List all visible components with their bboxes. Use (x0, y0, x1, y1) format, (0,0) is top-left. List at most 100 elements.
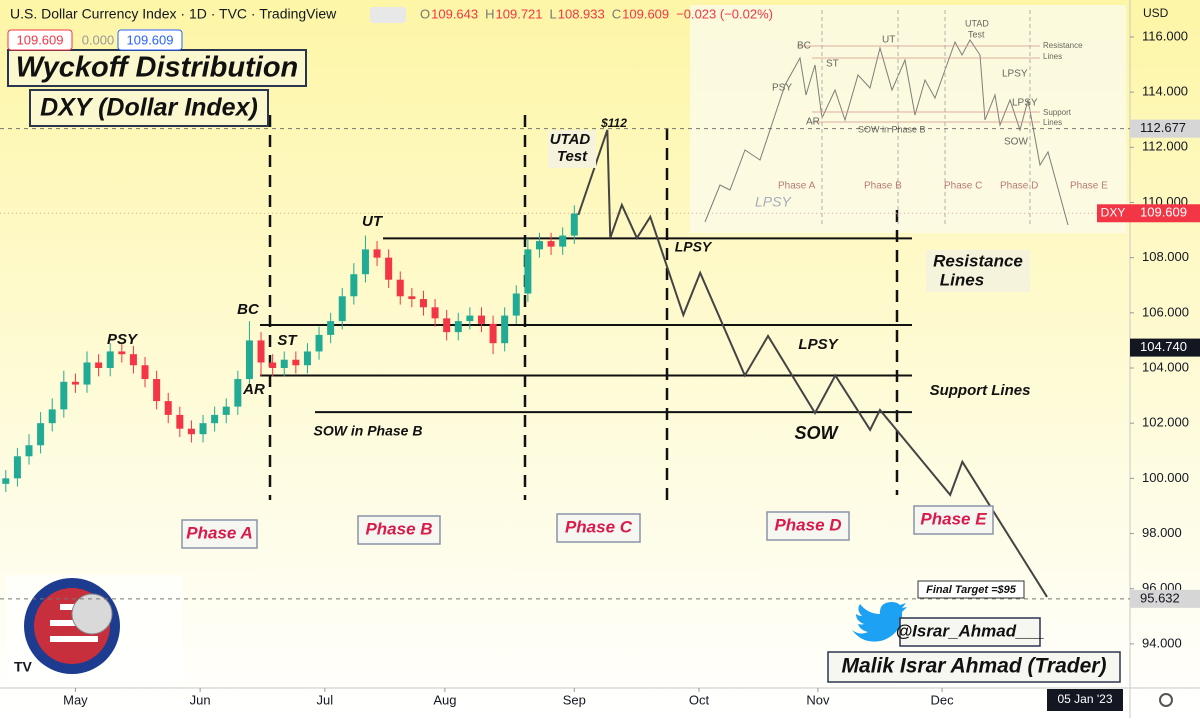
inset-label: Phase A (778, 181, 816, 192)
handle-box (899, 617, 1041, 647)
inset-label: SOW (1004, 137, 1028, 148)
candle-body (164, 401, 172, 415)
candle-body (2, 478, 10, 484)
y-tick-label: 102.000 (1142, 415, 1189, 430)
inset-label: Test (968, 29, 985, 39)
phase-separators (268, 115, 899, 500)
phase-label: Phase C (565, 517, 633, 536)
candle-body (48, 409, 56, 424)
resistance-box (926, 250, 1030, 292)
y-tick-label: 104.000 (1142, 359, 1189, 374)
date-tag: 05 Jan '23 (1057, 692, 1112, 706)
candle-body (315, 334, 323, 352)
annotation: LPSY (675, 239, 713, 255)
indicator-badge (370, 7, 406, 23)
inset-label: Lines (1043, 52, 1062, 61)
quote-value: 0.000 (82, 32, 115, 47)
quote-value: 109.609 (127, 32, 174, 47)
candle-body (524, 249, 532, 294)
inset-label: Phase C (944, 181, 982, 192)
phase-box (766, 511, 850, 541)
candle-body (373, 249, 381, 258)
ohlc-value: 109.609 (622, 6, 669, 21)
inset-label: Phase E (1070, 181, 1108, 192)
inset-label: Phase B (864, 181, 902, 192)
candle-body (234, 379, 242, 407)
annotation: Lines (940, 270, 984, 289)
y-tick-label: 116.000 (1142, 28, 1188, 43)
candle-body (222, 406, 230, 415)
ohlc-letter: C (612, 6, 621, 21)
inset-label: Phase D (1000, 181, 1038, 192)
candle-body (257, 340, 265, 363)
annotation: Support Lines (930, 382, 1031, 399)
price-tag: 109.609 (1140, 205, 1187, 220)
utad-box (548, 130, 596, 168)
inset-label: LPSY (1012, 98, 1038, 109)
logo-coin (71, 593, 113, 635)
candle-body (361, 249, 369, 275)
candle-body (350, 274, 358, 297)
chart-subtitle: DXY (Dollar Index) (40, 94, 258, 122)
x-tick-label: Aug (433, 692, 456, 707)
candle-body (477, 315, 485, 324)
candle-body (466, 315, 474, 322)
candle-body (431, 307, 439, 319)
candle-body (129, 354, 137, 366)
x-tick-label: Oct (689, 692, 710, 707)
inset-label: LPSY (755, 194, 792, 210)
inset-label: PSY (772, 83, 792, 94)
annotation: AR (242, 381, 265, 398)
inset-label: UTAD (965, 18, 989, 28)
x-tick-label: Sep (563, 692, 586, 707)
annotation: Test (557, 148, 588, 165)
candle-body (443, 318, 451, 333)
candle-body (118, 351, 126, 355)
phase-box (357, 515, 441, 545)
annotation: SOW (795, 423, 840, 443)
inset-label: Support (1043, 108, 1072, 117)
logo-tv: TV (14, 659, 33, 675)
phase-box (913, 505, 994, 535)
inset-path (704, 39, 1069, 226)
date-tag-bg (1047, 689, 1123, 711)
y-tick-label: 112.000 (1142, 139, 1188, 154)
candle-body (60, 381, 68, 410)
x-tick-label: May (63, 692, 88, 707)
price-tag-bg (1130, 589, 1200, 608)
author-box (827, 651, 1121, 683)
inset-panel (690, 5, 1126, 233)
annotation: LPSY (798, 336, 839, 353)
inset-label: Lines (1043, 118, 1062, 127)
candle-body (25, 445, 33, 457)
candle-body (199, 423, 207, 435)
price-tag-bg (1130, 338, 1200, 357)
x-tick-label: Dec (930, 692, 954, 707)
target-box (917, 580, 1025, 599)
annotation: UTAD (550, 131, 591, 148)
candle-body (83, 362, 91, 385)
candle-body (512, 293, 520, 316)
handle: @Israr_Ahmad___ (896, 621, 1045, 640)
inset-label: LPSY (1002, 69, 1028, 80)
candle-body (280, 359, 288, 368)
final-target: Final Target =$95 (926, 584, 1017, 596)
settings-icon[interactable] (1159, 693, 1173, 707)
candle-body (211, 414, 219, 424)
annotation: UT (362, 213, 384, 230)
candle-body (37, 423, 45, 446)
ohlc-letter: H (485, 6, 494, 21)
y-tick-label: 100.000 (1142, 470, 1189, 485)
ohlc-letter: O (420, 6, 430, 21)
inset-label: BC (797, 41, 811, 52)
annotation: PSY (107, 331, 139, 348)
price-tag: 112.677 (1140, 120, 1186, 135)
y-unit: USD (1143, 6, 1169, 20)
candle-body (559, 235, 567, 247)
candle-body (141, 365, 149, 380)
candle-body (454, 321, 462, 333)
phase-box (181, 519, 258, 549)
price-tag-bg (1130, 204, 1200, 223)
